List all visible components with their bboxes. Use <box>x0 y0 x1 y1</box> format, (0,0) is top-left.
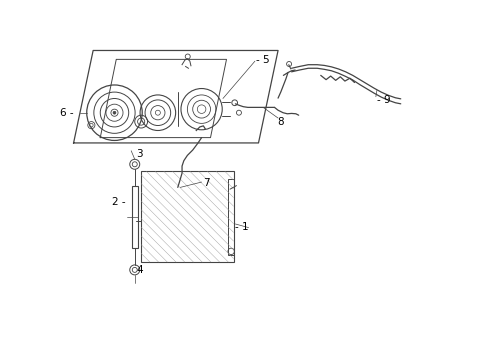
Text: 8: 8 <box>277 117 284 127</box>
Text: 2 -: 2 - <box>112 197 126 207</box>
Text: 3: 3 <box>136 149 142 159</box>
Bar <box>141 171 233 262</box>
Text: 6 -: 6 - <box>60 108 74 118</box>
Bar <box>228 178 233 255</box>
Text: - 1: - 1 <box>234 221 248 231</box>
Circle shape <box>113 111 116 114</box>
Text: - 9: - 9 <box>376 95 390 105</box>
Text: 7: 7 <box>202 178 209 188</box>
Bar <box>132 186 137 248</box>
Text: - 5: - 5 <box>256 55 269 65</box>
Text: 4: 4 <box>136 265 142 275</box>
